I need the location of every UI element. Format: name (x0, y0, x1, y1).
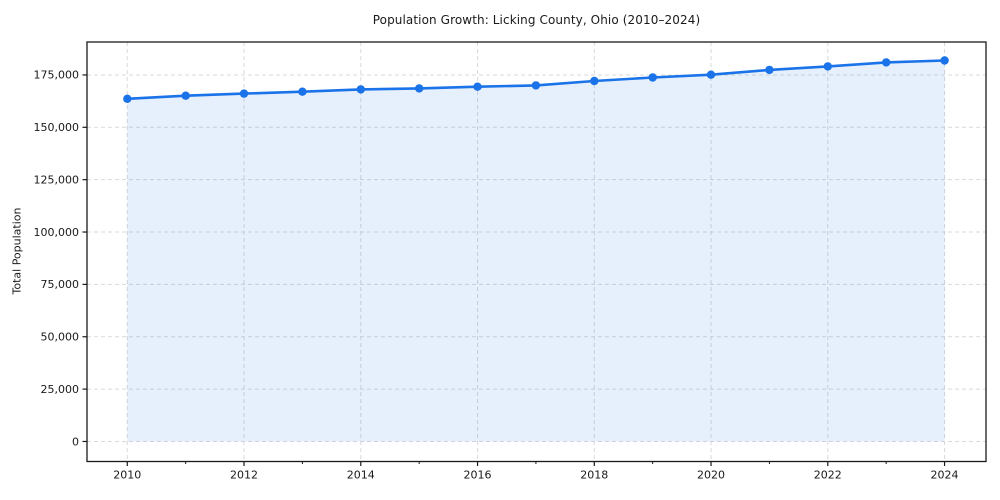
data-point-marker (765, 65, 774, 75)
y-axis-tick-label: 150,000 (34, 121, 80, 134)
data-point-marker (648, 73, 657, 82)
data-point-marker (298, 87, 307, 96)
data-point-marker (473, 82, 482, 91)
data-point-marker (181, 91, 190, 100)
y-axis-label: Total Population (10, 207, 24, 295)
y-axis-tick-label: 50,000 (41, 331, 80, 344)
x-axis-tick-label: 2012 (230, 469, 258, 482)
area-fill (127, 60, 945, 442)
data-point-marker (823, 62, 832, 71)
data-point-marker (590, 76, 599, 86)
y-axis-tick-label: 75,000 (41, 278, 80, 291)
data-point-marker (531, 81, 541, 90)
data-point-marker (123, 94, 132, 104)
data-point-marker (706, 70, 716, 79)
data-point-marker (940, 56, 949, 65)
x-axis-tick-label: 2020 (697, 469, 725, 482)
x-axis-tick-label: 2010 (113, 469, 141, 482)
x-axis-tick-label: 2024 (931, 469, 959, 482)
plot-border (86, 41, 987, 463)
data-point-marker (415, 84, 424, 93)
data-point-marker (239, 89, 249, 98)
y-axis-tick-label: 25,000 (41, 383, 80, 396)
x-axis-tick-label: 2022 (814, 469, 842, 482)
y-axis-tick-label: 175,000 (34, 69, 80, 82)
x-axis-tick-label: 2014 (347, 469, 375, 482)
data-point-marker (882, 58, 891, 67)
x-axis-tick-label: 2018 (580, 469, 608, 482)
y-axis-tick-label: 125,000 (34, 173, 80, 186)
data-point-marker (356, 85, 365, 94)
y-axis-tick-label: 100,000 (34, 226, 80, 239)
y-axis-tick-label: 0 (72, 435, 79, 448)
chart-title: Population Growth: Licking County, Ohio … (372, 13, 701, 27)
x-axis-tick-label: 2016 (464, 469, 492, 482)
